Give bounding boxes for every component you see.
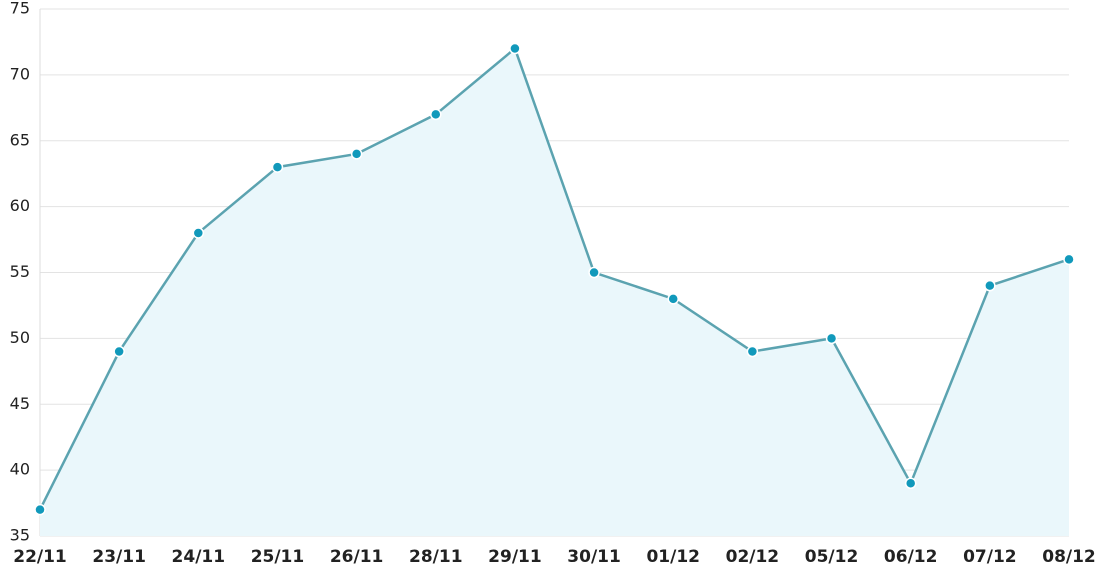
x-tick-label: 30/11 bbox=[567, 547, 621, 567]
x-tick-label: 02/12 bbox=[726, 547, 780, 567]
x-tick-label: 07/12 bbox=[963, 547, 1017, 567]
x-tick-label: 08/12 bbox=[1042, 547, 1096, 567]
point bbox=[825, 332, 838, 345]
x-tick-label: 26/11 bbox=[330, 547, 384, 567]
point bbox=[588, 266, 600, 279]
point bbox=[113, 345, 125, 358]
point bbox=[192, 227, 205, 239]
line bbox=[38, 46, 1070, 511]
point bbox=[746, 345, 759, 358]
y-tick-label: 35 bbox=[10, 526, 30, 545]
x-tick-label: 22/11 bbox=[13, 547, 67, 567]
y-tick-label: 70 bbox=[10, 64, 30, 83]
x-tick-label: 23/11 bbox=[92, 547, 146, 567]
x-tick-label: 05/12 bbox=[805, 547, 859, 567]
x-tick-label: 01/12 bbox=[646, 547, 700, 567]
y-tick-label: 65 bbox=[10, 130, 30, 149]
point bbox=[1063, 253, 1075, 266]
x-tick-label: 06/12 bbox=[884, 547, 938, 567]
point bbox=[430, 108, 442, 121]
x-tick-label: 24/11 bbox=[172, 547, 226, 567]
y-tick-label: 60 bbox=[10, 196, 30, 215]
y-tick-label: 75 bbox=[10, 0, 30, 18]
point bbox=[984, 279, 996, 292]
point bbox=[509, 42, 521, 55]
y-tick-label: 50 bbox=[10, 328, 30, 347]
y-tick-label: 40 bbox=[10, 460, 30, 479]
x-tick-label: 29/11 bbox=[488, 547, 542, 567]
y-tick-label: 55 bbox=[10, 262, 30, 281]
x-tick-label: 25/11 bbox=[251, 547, 305, 567]
point bbox=[904, 477, 917, 490]
point bbox=[350, 148, 363, 160]
y-tick-label: 45 bbox=[10, 394, 30, 413]
point bbox=[667, 293, 679, 305]
x-tick-label: 28/11 bbox=[409, 547, 463, 567]
point bbox=[271, 161, 284, 173]
area bbox=[40, 48, 1069, 537]
point bbox=[34, 503, 46, 516]
